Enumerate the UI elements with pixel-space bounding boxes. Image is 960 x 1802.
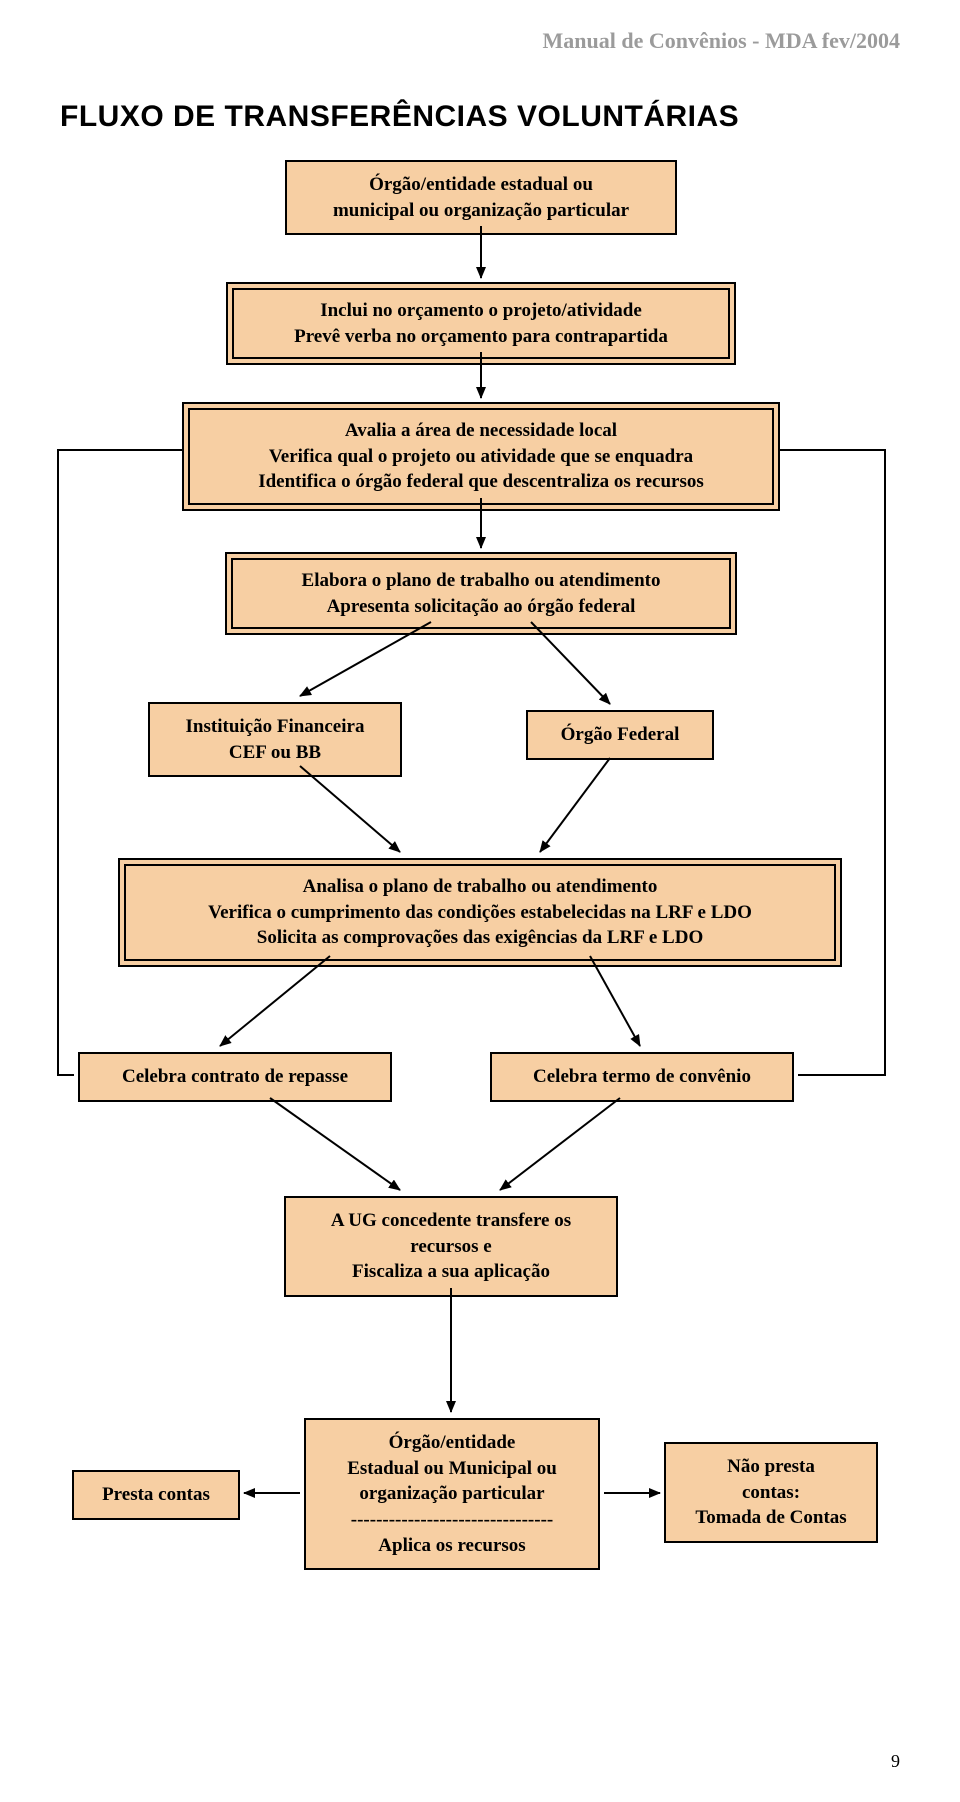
box-line: Celebra contrato de repasse [94, 1064, 376, 1090]
flowchart-box-b4: Elabora o plano de trabalho ou atendimen… [225, 552, 737, 635]
flowchart-box-b12: Órgão/entidadeEstadual ou Municipal ouor… [304, 1418, 600, 1570]
flowchart-box-b9: Celebra termo de convênio [490, 1052, 794, 1102]
box-line: Solicita as comprovações das exigências … [138, 925, 822, 951]
box-line: Avalia a área de necessidade local [202, 418, 760, 444]
box-line: municipal ou organização particular [301, 198, 661, 224]
page-number: 9 [891, 1751, 900, 1772]
page-title: FLUXO DE TRANSFERÊNCIAS VOLUNTÁRIAS [60, 100, 739, 134]
box-line: Aplica os recursos [320, 1533, 584, 1559]
flowchart-box-b10: A UG concedente transfere osrecursos eFi… [284, 1196, 618, 1297]
flowchart-box-b5: Instituição FinanceiraCEF ou BB [148, 702, 402, 777]
arrow [270, 1098, 400, 1190]
flowchart-box-b6: Órgão Federal [526, 710, 714, 760]
box-line: Instituição Financeira [164, 714, 386, 740]
box-line: Órgão/entidade estadual ou [301, 172, 661, 198]
box-line: contas: [680, 1480, 862, 1506]
arrow [220, 956, 330, 1046]
flowchart-box-b13: Não prestacontas:Tomada de Contas [664, 1442, 878, 1543]
flowchart-box-b1: Órgão/entidade estadual oumunicipal ou o… [285, 160, 677, 235]
box-line: Órgão Federal [542, 722, 698, 748]
box-line: Analisa o plano de trabalho ou atendimen… [138, 874, 822, 900]
box-line: Inclui no orçamento o projeto/atividade [246, 298, 716, 324]
box-line: Estadual ou Municipal ou [320, 1456, 584, 1482]
flowchart-box-b2: Inclui no orçamento o projeto/atividadeP… [226, 282, 736, 365]
box-line: CEF ou BB [164, 740, 386, 766]
flowchart-box-b8: Celebra contrato de repasse [78, 1052, 392, 1102]
arrow [300, 766, 400, 852]
box-line: recursos e [300, 1234, 602, 1260]
box-line: Tomada de Contas [680, 1505, 862, 1531]
box-line: Verifica o cumprimento das condições est… [138, 900, 822, 926]
flowchart-box-b11: Presta contas [72, 1470, 240, 1520]
side-connector [780, 450, 885, 1075]
box-line: A UG concedente transfere os [300, 1208, 602, 1234]
box-line: Não presta [680, 1454, 862, 1480]
box-line: Órgão/entidade [320, 1430, 584, 1456]
flowchart-box-b7: Analisa o plano de trabalho ou atendimen… [118, 858, 842, 967]
box-line: -------------------------------- [320, 1507, 584, 1533]
box-line: Elabora o plano de trabalho ou atendimen… [245, 568, 717, 594]
box-line: Verifica qual o projeto ou atividade que… [202, 444, 760, 470]
arrow [500, 1098, 620, 1190]
box-line: Presta contas [88, 1482, 224, 1508]
arrow [590, 956, 640, 1046]
box-line: organização particular [320, 1481, 584, 1507]
box-line: Fiscaliza a sua aplicação [300, 1259, 602, 1285]
box-line: Identifica o órgão federal que descentra… [202, 469, 760, 495]
box-line: Apresenta solicitação ao órgão federal [245, 594, 717, 620]
arrow [540, 758, 610, 852]
flowchart-page: Manual de Convênios - MDA fev/2004 FLUXO… [0, 0, 960, 1802]
flowchart-box-b3: Avalia a área de necessidade localVerifi… [182, 402, 780, 511]
box-line: Celebra termo de convênio [506, 1064, 778, 1090]
header-text: Manual de Convênios - MDA fev/2004 [543, 28, 901, 54]
box-line: Prevê verba no orçamento para contrapart… [246, 324, 716, 350]
